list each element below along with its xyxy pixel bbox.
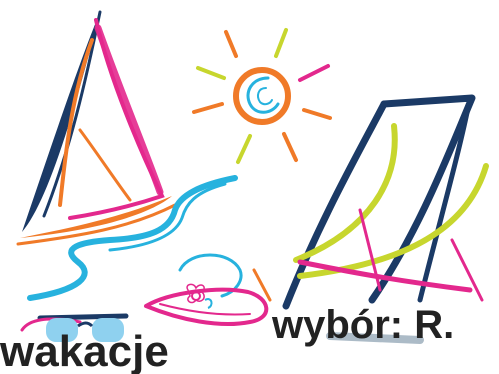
sunglasses-icon <box>20 313 129 342</box>
waves-icon <box>27 175 238 301</box>
sun-hat-icon <box>144 253 272 326</box>
caption-vacation: wakacje <box>0 327 169 374</box>
sailboat-icon <box>16 10 177 246</box>
sun-icon <box>192 28 332 164</box>
caption-selection: wybór: R. <box>272 303 455 347</box>
deck-chair-icon <box>282 94 489 344</box>
